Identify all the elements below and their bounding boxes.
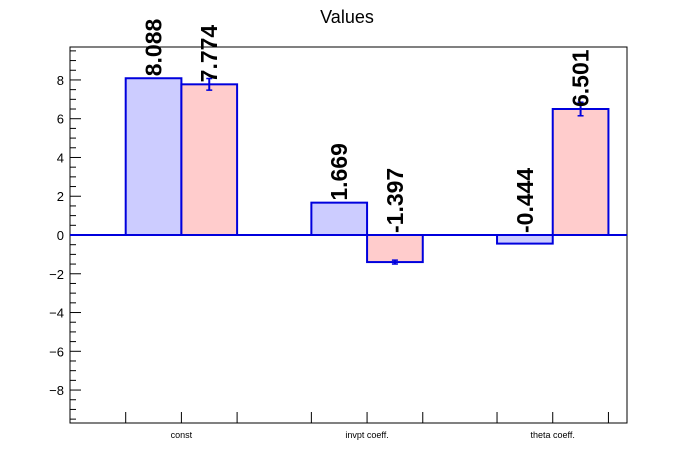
data-label: 1.669 (326, 143, 352, 201)
chart-title: Values (320, 7, 374, 27)
bar (124, 77, 183, 236)
bar (180, 83, 239, 236)
x-category-label: invpt coeff. (345, 430, 388, 440)
y-tick-label: −4 (49, 306, 64, 321)
y-tick-label: −2 (49, 267, 64, 282)
bar (310, 201, 369, 237)
data-label: 8.088 (141, 18, 167, 76)
x-category-label: theta coeff. (531, 430, 575, 440)
y-tick-label: 6 (57, 112, 64, 127)
y-tick-label: −8 (49, 383, 64, 398)
y-tick-label: 0 (57, 228, 64, 243)
x-axis: const invpt coeff. theta coeff. (125, 412, 609, 440)
y-tick-label: −6 (49, 344, 64, 359)
bar (551, 108, 610, 236)
bar (496, 234, 554, 245)
data-label: -1.397 (382, 168, 408, 233)
x-category-label: const (171, 430, 193, 440)
y-axis: −8 −6 −4 −2 0 2 4 6 8 (49, 50, 81, 420)
y-tick-label: 8 (57, 73, 64, 88)
bar (366, 234, 424, 264)
y-tick-label: 4 (57, 150, 64, 165)
bars (124, 77, 610, 265)
data-label: 7.774 (196, 25, 222, 83)
data-labels: 8.088 1.669 -0.444 7.774 -1.397 6.501 (141, 18, 594, 233)
data-label: -0.444 (512, 168, 538, 233)
y-tick-label: 2 (57, 189, 64, 204)
data-label: 6.501 (568, 49, 594, 107)
